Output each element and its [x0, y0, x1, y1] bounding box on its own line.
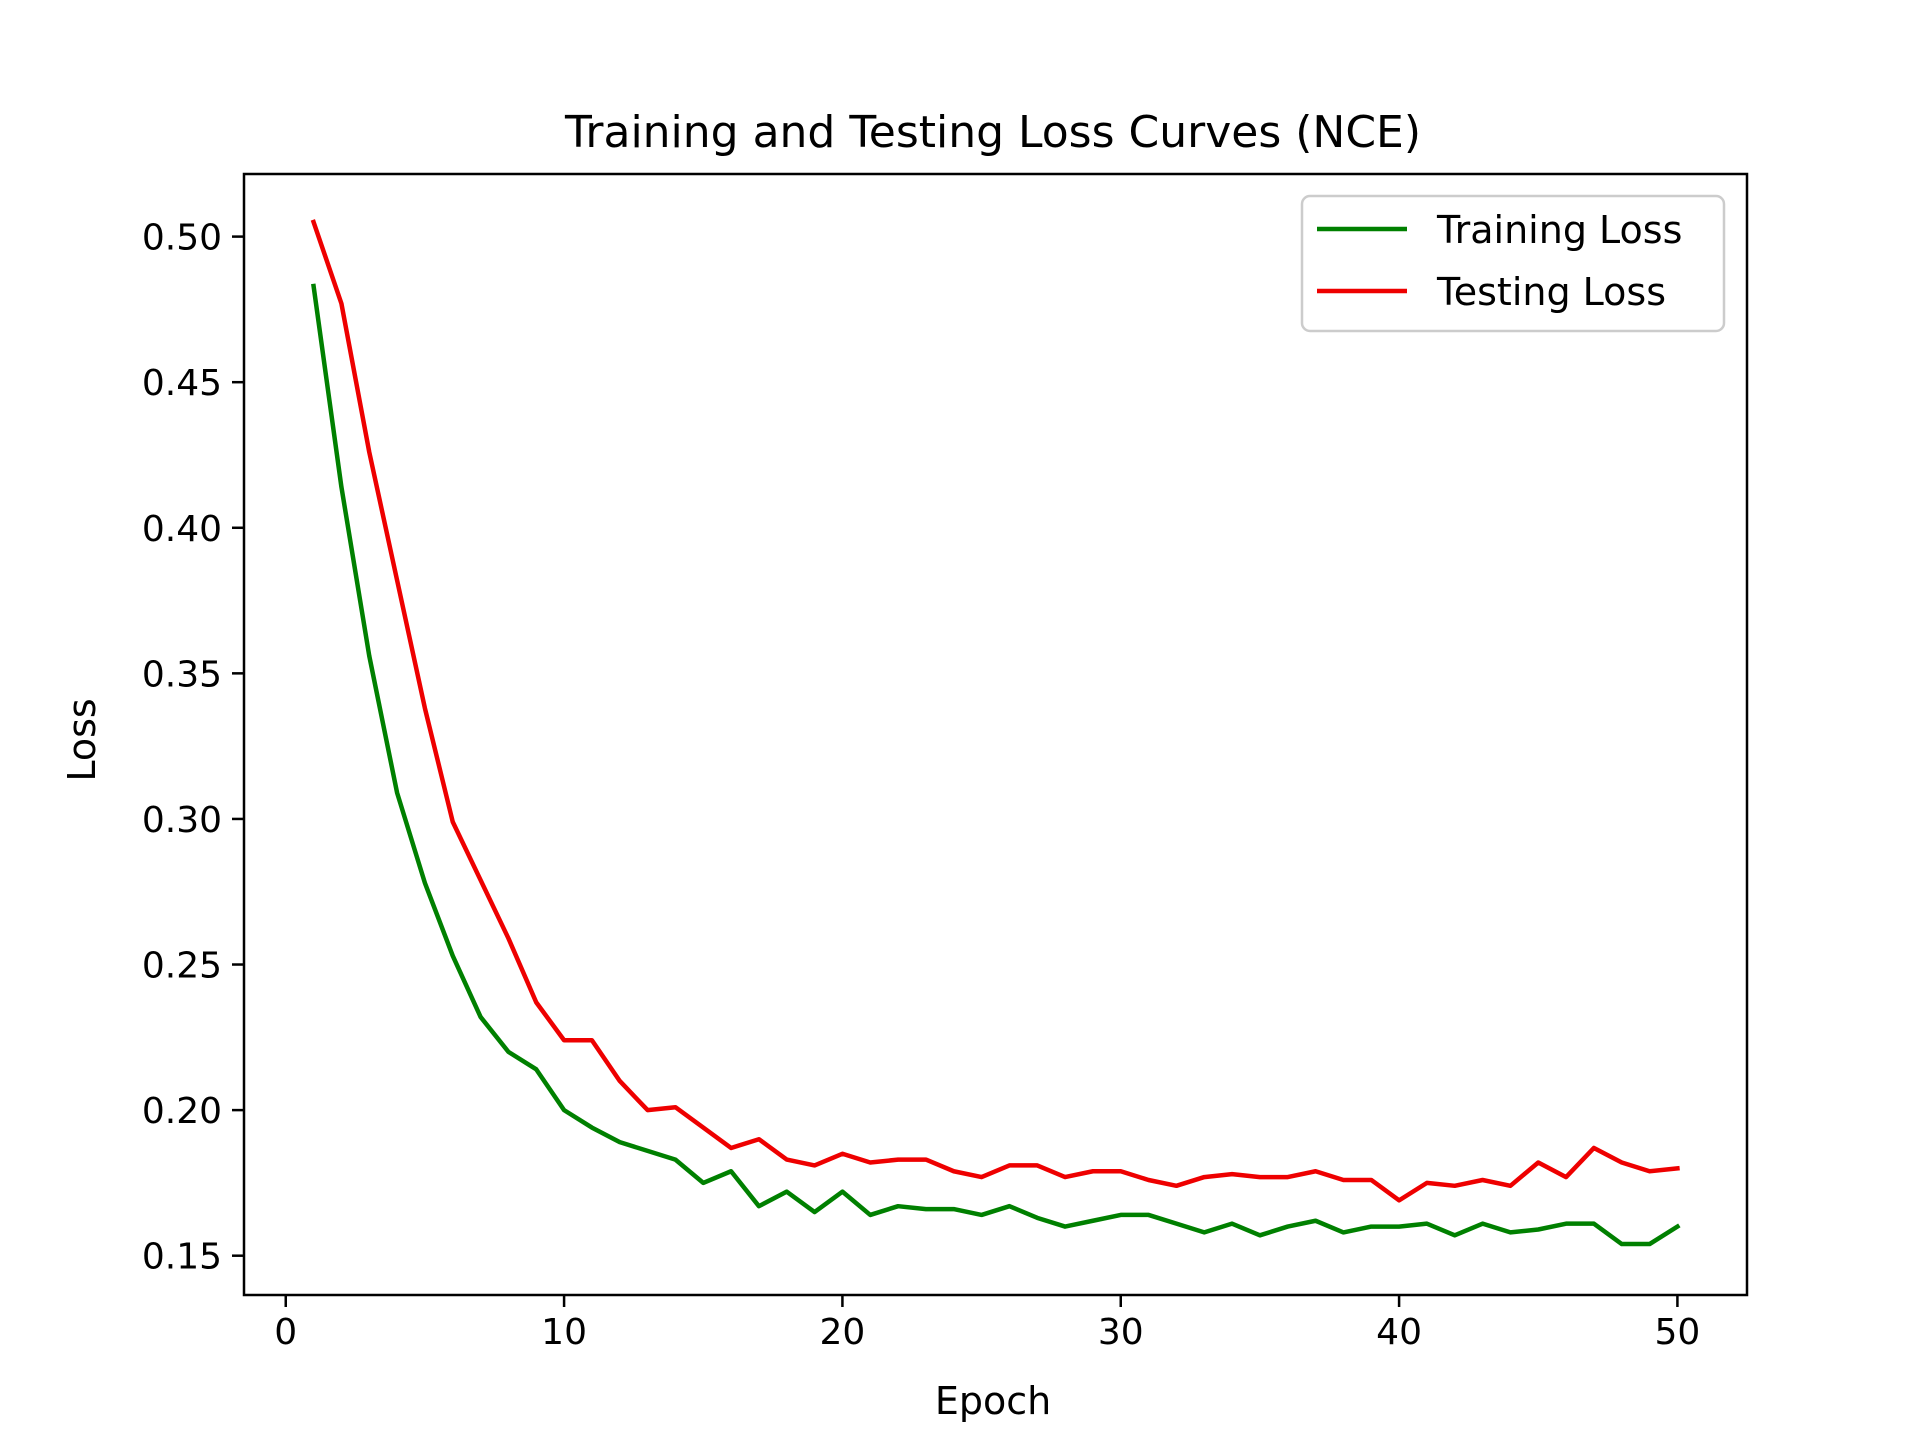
y-tick-label: 0.35	[142, 654, 222, 695]
legend-frame	[1300, 194, 1726, 333]
x-tick-label: 40	[1376, 1312, 1422, 1353]
x-tick-label: 0	[274, 1312, 297, 1353]
legend-label-testing-loss: Testing Loss	[1436, 270, 1666, 314]
y-tick-label: 0.20	[142, 1091, 222, 1132]
y-tick-label: 0.40	[142, 509, 222, 550]
axes-frame	[242, 172, 1749, 1297]
plot-area	[242, 172, 1749, 1297]
x-tick-label: 30	[1098, 1312, 1144, 1353]
y-tick-label: 0.15	[142, 1237, 222, 1278]
y-tick-label: 0.45	[142, 363, 222, 404]
y-axis-label: Loss	[60, 698, 104, 781]
series-line-training-loss	[311, 283, 1681, 1247]
x-tick-label: 20	[820, 1312, 866, 1353]
legend: Training Loss Testing Loss	[1300, 194, 1726, 333]
y-tick-label: 0.25	[142, 946, 222, 987]
x-tick-label: 50	[1655, 1312, 1701, 1353]
series-layer	[310, 219, 1681, 1247]
x-tick-label: 10	[541, 1312, 587, 1353]
chart-title: Training and Testing Loss Curves (NCE)	[564, 107, 1421, 158]
series-line-testing-loss	[310, 219, 1680, 1203]
legend-label-training-loss: Training Loss	[1436, 208, 1682, 252]
y-tick-label: 0.50	[142, 218, 222, 259]
x-axis-label: Epoch	[935, 1379, 1051, 1423]
x-axis-ticks: 0 10 20 30 40 50	[274, 1295, 1700, 1353]
y-axis-ticks: 0.15 0.20 0.25 0.30 0.35 0.40 0.45 0.50	[142, 218, 244, 1278]
y-tick-label: 0.30	[142, 800, 222, 841]
